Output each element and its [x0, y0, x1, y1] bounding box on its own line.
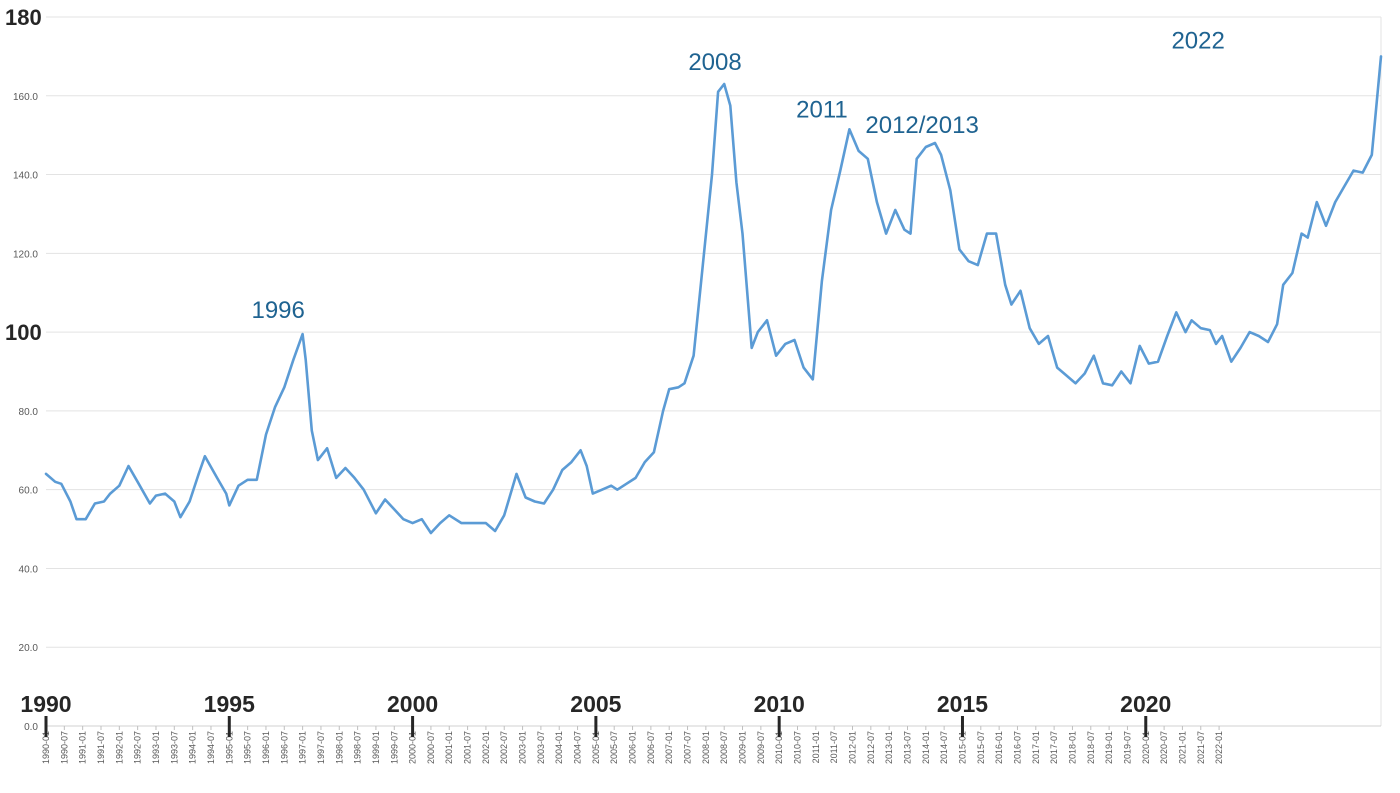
x-tick-label: 2004-01: [554, 731, 564, 764]
x-year-label: 2020: [1120, 691, 1171, 717]
x-year-label: 1995: [204, 691, 255, 717]
y-tick-label: 60.0: [19, 486, 39, 497]
x-tick-label: 1997-01: [298, 731, 308, 764]
x-tick-label: 2011-07: [829, 731, 839, 763]
x-tick-label: 1994-01: [188, 731, 198, 764]
y-tick-label: 180: [5, 5, 42, 30]
y-axis: 0.0 20.0 40.0 60.0 80.0 100 120.0 140.0 160.0 180: [5, 5, 42, 733]
x-tick-label: 2018-07: [1086, 731, 1096, 764]
x-tick-label: 1995-01: [224, 731, 234, 764]
x-tick-label: 2019-07: [1122, 731, 1132, 764]
x-tick-label: 2014-07: [939, 731, 949, 764]
x-tick-label: 2021-07: [1196, 731, 1206, 764]
x-tick-label: 1994-07: [206, 731, 216, 764]
x-tick-label: 1993-07: [169, 731, 179, 764]
x-tick-label: 2000-01: [408, 731, 418, 764]
x-year-label: 2000: [387, 691, 438, 717]
x-tick-label: 2009-01: [738, 731, 748, 764]
x-tick-label: 2020-01: [1141, 731, 1151, 764]
x-tick-label: 1996-01: [261, 731, 271, 764]
x-tick-label: 2011-01: [811, 731, 821, 763]
x-tick-label: 2013-01: [884, 731, 894, 764]
x-tick-label: 2000-07: [426, 731, 436, 764]
x-tick-label: 1992-07: [133, 731, 143, 764]
x-tick-label: 2010-01: [774, 731, 784, 764]
x-tick-label: 2002-01: [481, 731, 491, 764]
x-tick-label: 2001-01: [444, 731, 454, 764]
y-tick-label: 120.0: [13, 249, 38, 260]
annotations: 1996 2008 2011 2012/2013 2022: [251, 27, 1224, 324]
x-tick-label: 1990-01: [41, 731, 51, 764]
x-tick-label: 2010-07: [793, 731, 803, 764]
x-tick-label: 2014-01: [921, 731, 931, 764]
x-tick-label: 1995-07: [243, 731, 253, 764]
gridlines: [46, 16, 1382, 726]
peak-annotation: 1996: [251, 297, 304, 324]
x-tick-label: 1998-01: [334, 731, 344, 764]
x-tick-label: 2019-01: [1104, 731, 1114, 764]
x-tick-label: 1991-01: [78, 731, 88, 764]
x-tick-label: 2007-07: [683, 731, 693, 764]
x-tick-label: 2001-07: [463, 731, 473, 764]
peak-annotation: 2012/2013: [865, 112, 978, 139]
y-tick-label: 20.0: [19, 643, 39, 654]
x-tick-label: 2005-01: [591, 731, 601, 764]
x-year-label: 2015: [937, 691, 988, 717]
y-tick-label: 0.0: [24, 722, 38, 733]
x-tick-label: 2003-01: [518, 731, 528, 764]
x-tick-label: 2005-07: [609, 731, 619, 764]
x-tick-label: 2012-01: [847, 731, 857, 764]
x-tick-label: 2021-01: [1177, 731, 1187, 764]
series-line: [44, 55, 1383, 535]
x-tick-label: 2007-01: [664, 731, 674, 764]
x-tick-label: 1999-01: [371, 731, 381, 764]
peak-annotation: 2011: [796, 96, 848, 123]
x-tick-label: 2018-01: [1067, 731, 1077, 764]
peak-annotation: 2022: [1171, 27, 1224, 54]
x-tick-label: 1993-01: [151, 731, 161, 764]
x-tick-label: 2002-07: [499, 731, 509, 764]
x-tick-label: 2016-07: [1012, 731, 1022, 764]
x-tick-label: 1998-07: [353, 731, 363, 764]
y-tick-label: 40.0: [19, 564, 39, 575]
x-tick-label: 2009-07: [756, 731, 766, 764]
series-layer: [44, 55, 1383, 535]
x-year-label: 2005: [570, 691, 621, 717]
x-tick-label: 2004-07: [573, 731, 583, 764]
x-tick-label: 2008-07: [719, 731, 729, 764]
x-year-label: 1990: [20, 691, 71, 717]
peak-annotation: 2008: [688, 49, 741, 76]
x-tick-label: 2016-01: [994, 731, 1004, 764]
x-tick-label: 1991-07: [96, 731, 106, 764]
x-tick-label: 2006-01: [628, 731, 638, 764]
x-tick-label: 2017-07: [1049, 731, 1059, 764]
x-tick-label: 2012-07: [866, 731, 876, 764]
x-tick-label: 2020-07: [1159, 731, 1169, 764]
x-tick-label: 2015-07: [976, 731, 986, 764]
x-tick-label: 1999-07: [389, 731, 399, 764]
x-axis: 1990-01 1990-07 1991-01 1991-07 1992-01 1992-…: [20, 691, 1381, 764]
y-tick-label: 140.0: [13, 171, 38, 182]
x-tick-label: 2008-01: [701, 731, 711, 764]
x-tick-label: 2003-07: [536, 731, 546, 764]
x-tick-label: 2015-01: [957, 731, 967, 764]
x-year-label: 2010: [754, 691, 805, 717]
x-tick-label: 1992-01: [114, 731, 124, 764]
x-tick-label: 2013-07: [902, 731, 912, 764]
x-tick-label: 1996-07: [279, 731, 289, 764]
x-tick-label: 1997-07: [316, 731, 326, 764]
x-tick-label: 1990-07: [59, 731, 69, 764]
x-tick-label: 2022-01: [1214, 731, 1224, 764]
y-tick-label: 160.0: [13, 92, 38, 103]
x-tick-label: 2017-01: [1031, 731, 1041, 764]
y-tick-label: 100: [5, 320, 42, 345]
y-tick-label: 80.0: [19, 407, 39, 418]
x-tick-label: 2006-07: [646, 731, 656, 764]
